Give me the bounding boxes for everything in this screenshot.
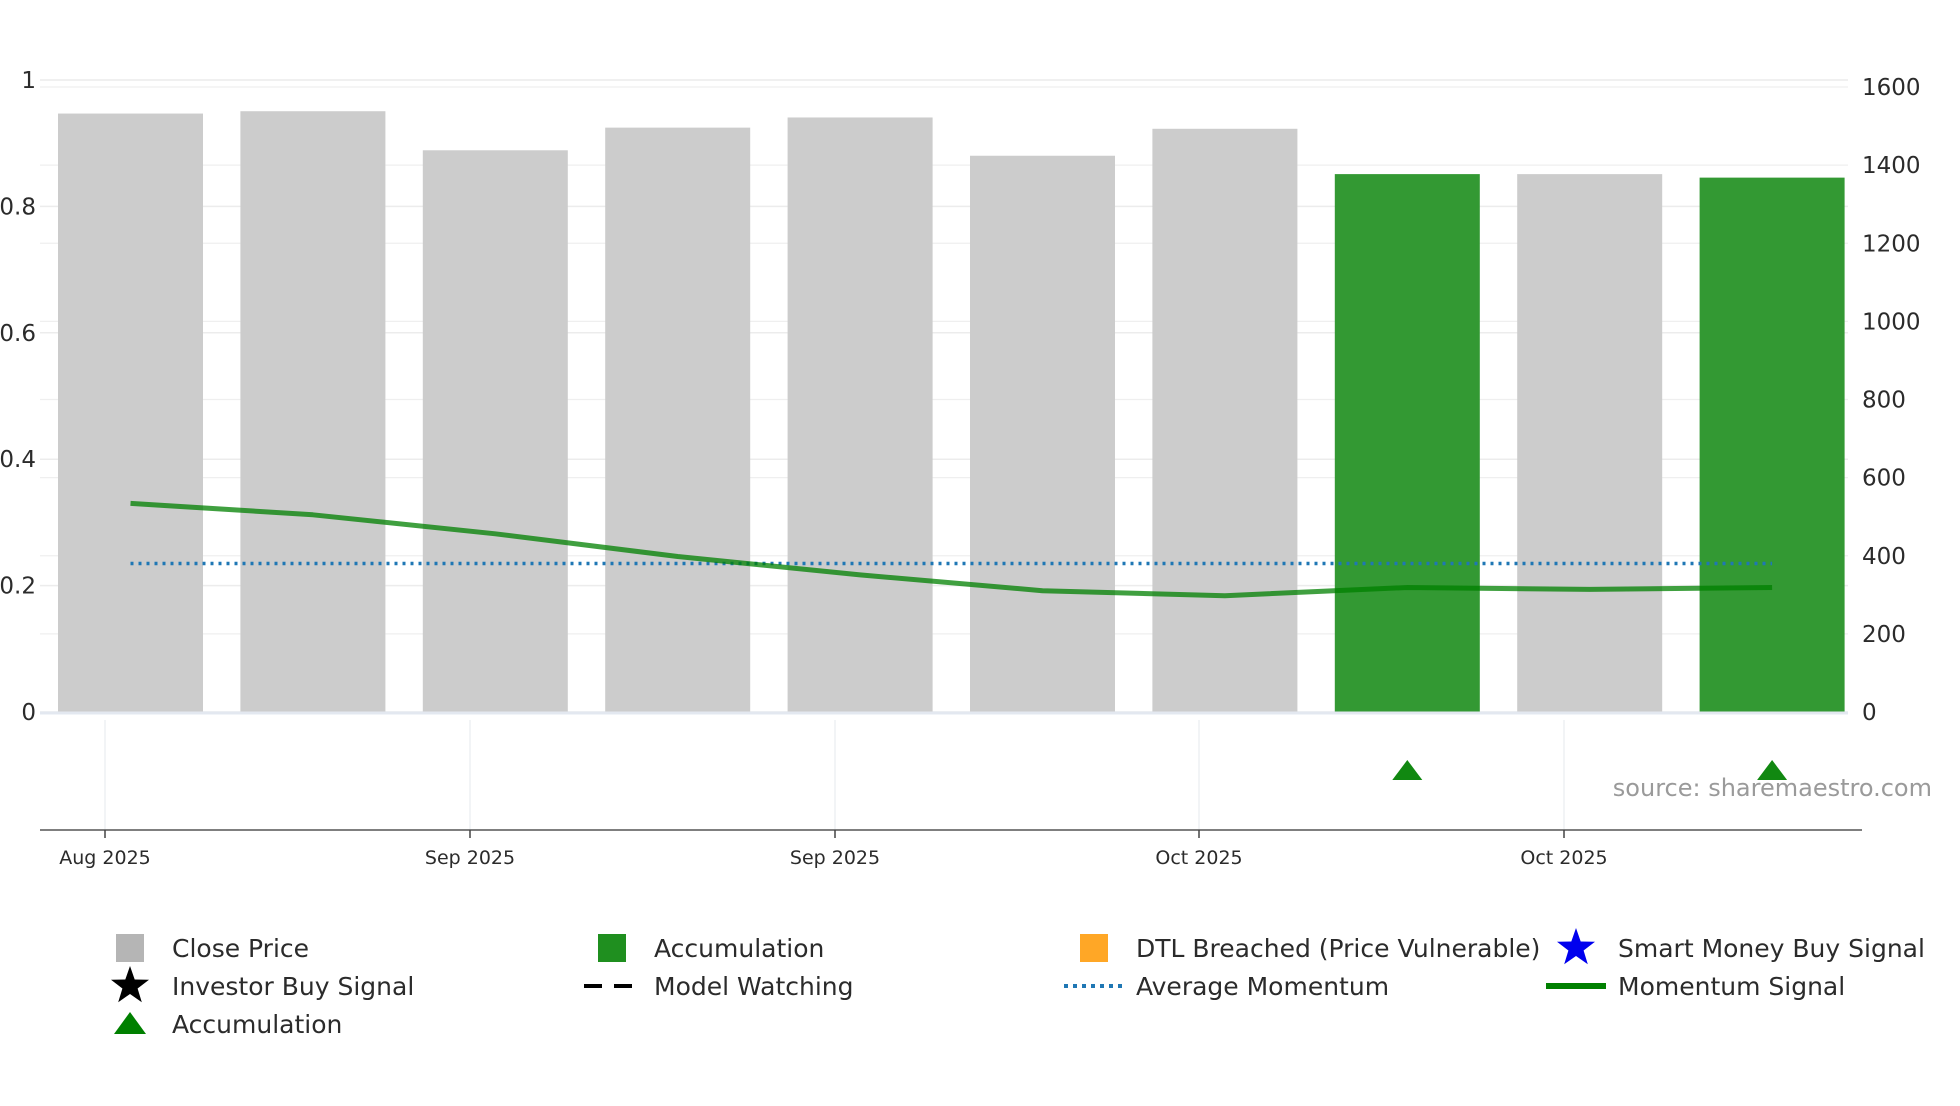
legend-item: Investor Buy Signal	[111, 966, 414, 1003]
legend-label: Close Price	[172, 934, 309, 963]
legend: Close Price Accumulation DTL Breached (Pri…	[111, 928, 1925, 1039]
left-axis-tick-label: 0.4	[0, 447, 36, 473]
source-label: source: sharemaestro.com	[1613, 774, 1932, 802]
legend-label: Accumulation	[172, 1010, 342, 1039]
bar	[1699, 177, 1845, 712]
right-axis-tick-label: 800	[1862, 388, 1906, 414]
bar	[970, 155, 1115, 712]
bar	[1517, 174, 1663, 712]
x-axis-tick-label: Sep 2025	[790, 847, 880, 869]
right-axis-tick-label: 600	[1862, 466, 1906, 492]
bar	[240, 111, 386, 712]
legend-label: Accumulation	[654, 934, 824, 963]
right-axis-tick-label: 400	[1862, 544, 1906, 570]
legend-label: DTL Breached (Price Vulnerable)	[1136, 934, 1540, 963]
right-axis-tick-label: 200	[1862, 622, 1906, 648]
x-axis-tick-label: Oct 2025	[1520, 847, 1607, 869]
momentum-signal-line	[130, 500, 1773, 599]
bar	[1334, 174, 1480, 712]
right-axis-tick-label: 1400	[1862, 153, 1921, 179]
legend-star-icon	[1557, 928, 1595, 965]
bar	[605, 127, 751, 712]
accumulation-marker	[1757, 760, 1788, 780]
legend-label: Model Watching	[654, 972, 854, 1001]
x-axis-tick-label: Aug 2025	[59, 847, 151, 869]
accumulation-marker	[1392, 760, 1423, 780]
bar	[58, 113, 203, 712]
right-axis-tick-label: 0	[1862, 700, 1877, 726]
left-axis-tick-label: 0.8	[0, 194, 36, 220]
legend-label: Average Momentum	[1136, 972, 1389, 1001]
legend-item: DTL Breached (Price Vulnerable)	[1080, 934, 1540, 963]
legend-star-icon	[111, 966, 149, 1003]
x-axis-tick-label: Oct 2025	[1155, 847, 1242, 869]
bars	[58, 111, 1845, 712]
axes: 0 0.2 0.4 0.6 0.8 1 0 200 400 600 800 1000 1200 1400 1…	[0, 68, 1921, 869]
legend-triangle-icon	[114, 1012, 146, 1034]
legend-label: Investor Buy Signal	[172, 972, 414, 1001]
legend-item: Smart Money Buy Signal	[1557, 928, 1925, 965]
legend-item: Momentum Signal	[1546, 972, 1845, 1001]
legend-swatch	[1080, 934, 1108, 962]
right-axis-tick-label: 1600	[1862, 75, 1921, 101]
legend-item: Average Momentum	[1064, 972, 1389, 1001]
accumulation-markers	[1392, 760, 1788, 780]
right-axis-tick-label: 1200	[1862, 231, 1921, 257]
left-axis-tick-label: 0.6	[0, 321, 36, 347]
left-axis-tick-label: 0.2	[0, 574, 36, 600]
x-axis-tick-label: Sep 2025	[425, 847, 515, 869]
bar	[422, 150, 568, 712]
legend-label: Momentum Signal	[1618, 972, 1845, 1001]
legend-swatch	[116, 934, 144, 962]
right-axis-tick-label: 1000	[1862, 309, 1921, 335]
legend-item: Model Watching	[584, 972, 854, 1001]
left-axis-tick-label: 1	[21, 68, 36, 94]
momentum-signal-line	[130, 500, 1773, 599]
legend-label: Smart Money Buy Signal	[1618, 934, 1925, 963]
legend-item: Accumulation	[114, 1010, 342, 1039]
bar	[1152, 128, 1298, 712]
legend-item: Accumulation	[598, 934, 824, 963]
legend-item: Close Price	[116, 934, 309, 963]
legend-swatch	[598, 934, 626, 962]
left-axis-tick-label: 0	[21, 700, 36, 726]
bar	[787, 117, 933, 712]
